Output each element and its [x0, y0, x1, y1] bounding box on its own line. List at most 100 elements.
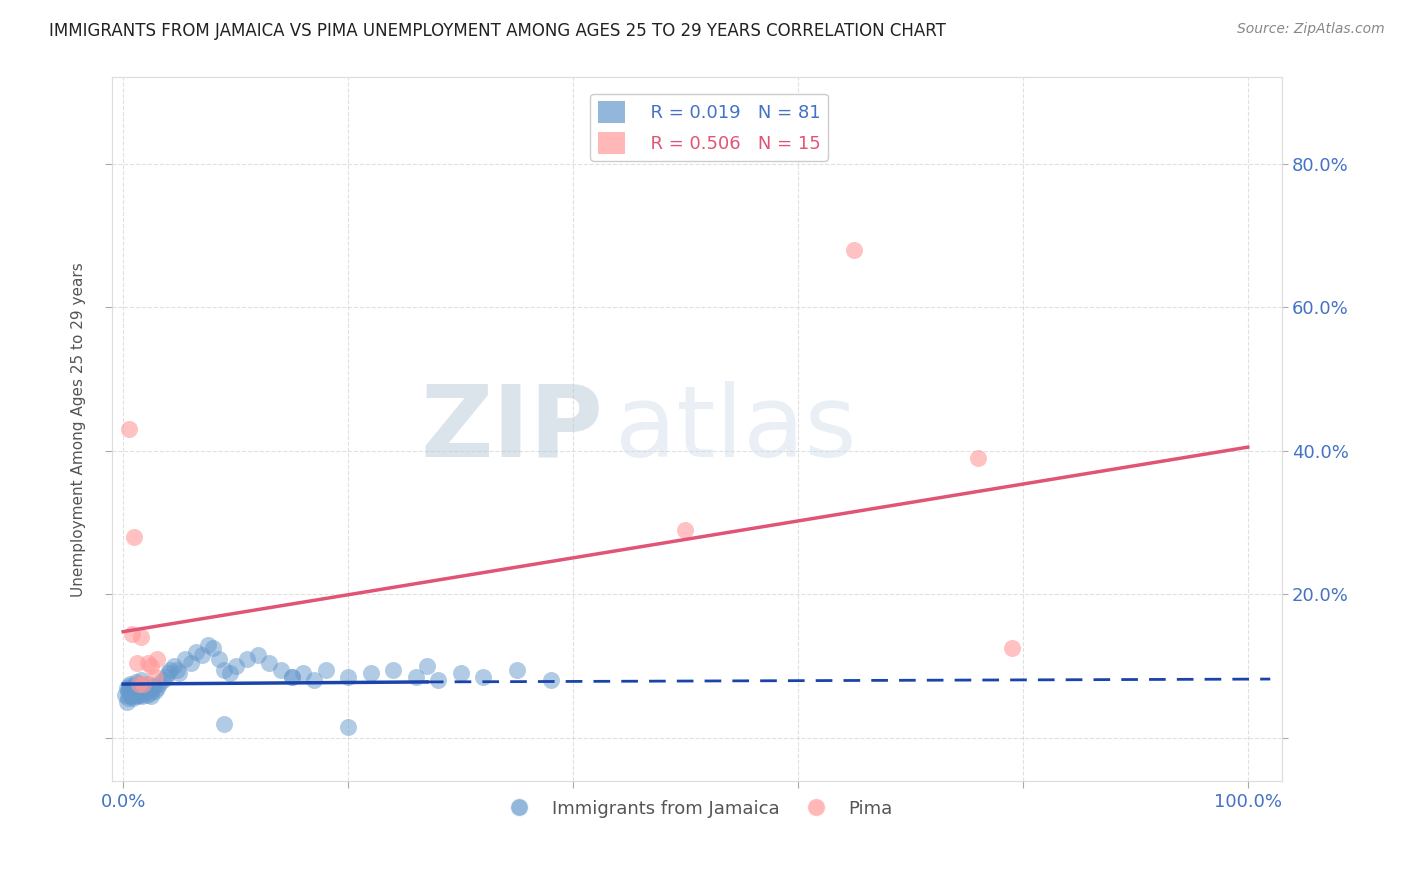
Point — [114, 688, 136, 702]
Point — [427, 673, 450, 688]
Point — [416, 659, 439, 673]
Point — [128, 677, 150, 691]
Point — [270, 663, 292, 677]
Point — [967, 450, 990, 465]
Point — [202, 641, 225, 656]
Point — [236, 652, 259, 666]
Point — [225, 659, 247, 673]
Point — [360, 666, 382, 681]
Point — [191, 648, 214, 663]
Point — [155, 670, 177, 684]
Point — [540, 673, 562, 688]
Point — [117, 684, 139, 698]
Point — [124, 530, 146, 544]
Point — [122, 691, 145, 706]
Point — [143, 670, 166, 684]
Point — [472, 670, 495, 684]
Point — [128, 677, 150, 691]
Point — [115, 681, 138, 695]
Point — [214, 716, 236, 731]
Point — [125, 690, 148, 704]
Point — [132, 679, 155, 693]
Text: Source: ZipAtlas.com: Source: ZipAtlas.com — [1237, 22, 1385, 37]
Point — [125, 684, 148, 698]
Text: atlas: atlas — [614, 381, 856, 478]
Point — [315, 663, 337, 677]
Point — [122, 682, 145, 697]
Point — [127, 679, 149, 693]
Point — [121, 627, 143, 641]
Point — [208, 652, 231, 666]
Point — [136, 656, 159, 670]
Point — [844, 243, 866, 257]
Point — [337, 720, 360, 734]
Point — [197, 638, 219, 652]
Point — [132, 677, 155, 691]
Point — [117, 691, 139, 706]
Point — [125, 656, 148, 670]
Point — [382, 663, 405, 677]
Point — [141, 690, 163, 704]
Point — [247, 648, 270, 663]
Point — [219, 666, 242, 681]
Point — [292, 666, 315, 681]
Point — [121, 686, 143, 700]
Point — [131, 690, 153, 704]
Point — [506, 663, 529, 677]
Point — [118, 677, 141, 691]
Point — [141, 659, 163, 673]
Point — [166, 663, 188, 677]
Point — [121, 681, 143, 695]
Point — [180, 656, 202, 670]
Point — [129, 684, 152, 698]
Point — [142, 679, 165, 693]
Point — [148, 677, 170, 691]
Point — [163, 659, 186, 673]
Point — [136, 677, 159, 691]
Point — [124, 674, 146, 689]
Point — [143, 684, 166, 698]
Point — [124, 688, 146, 702]
Point — [120, 684, 142, 698]
Point — [129, 673, 152, 688]
Point — [124, 684, 146, 698]
Point — [214, 663, 236, 677]
Point — [134, 682, 156, 697]
Point — [157, 666, 180, 681]
Point — [127, 686, 149, 700]
Point — [120, 690, 142, 704]
Point — [304, 673, 326, 688]
Y-axis label: Unemployment Among Ages 25 to 29 years: Unemployment Among Ages 25 to 29 years — [72, 262, 86, 597]
Point — [337, 670, 360, 684]
Point — [675, 523, 697, 537]
Point — [259, 656, 281, 670]
Point — [118, 688, 141, 702]
Point — [405, 670, 427, 684]
Point — [128, 682, 150, 697]
Point — [118, 682, 141, 697]
Point — [1001, 641, 1024, 656]
Point — [129, 681, 152, 695]
Point — [450, 666, 472, 681]
Point — [159, 663, 181, 677]
Point — [115, 695, 138, 709]
Point — [141, 682, 163, 697]
Point — [135, 688, 157, 702]
Text: IMMIGRANTS FROM JAMAICA VS PIMA UNEMPLOYMENT AMONG AGES 25 TO 29 YEARS CORRELATI: IMMIGRANTS FROM JAMAICA VS PIMA UNEMPLOY… — [49, 22, 946, 40]
Point — [135, 684, 157, 698]
Point — [281, 670, 304, 684]
Point — [186, 645, 208, 659]
Point — [118, 679, 141, 693]
Point — [281, 670, 304, 684]
Point — [169, 666, 191, 681]
Legend: Immigrants from Jamaica, Pima: Immigrants from Jamaica, Pima — [494, 792, 900, 825]
Point — [146, 681, 169, 695]
Point — [129, 688, 152, 702]
Point — [118, 422, 141, 436]
Point — [129, 631, 152, 645]
Point — [139, 686, 162, 700]
Text: ZIP: ZIP — [420, 381, 603, 478]
Point — [174, 652, 197, 666]
Point — [124, 679, 146, 693]
Point — [146, 652, 169, 666]
